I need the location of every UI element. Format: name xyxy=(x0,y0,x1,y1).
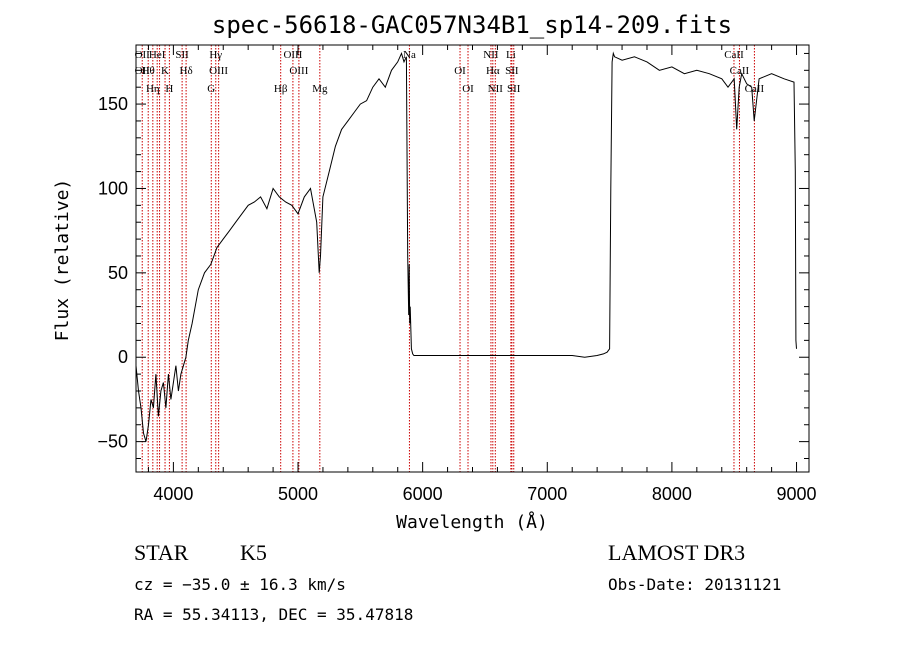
y-axis-label: Flux (relative) xyxy=(52,179,73,342)
line-marker-label: Hβ xyxy=(274,83,288,95)
line-marker-label: OIII xyxy=(289,65,308,77)
line-marker-label: OI xyxy=(454,65,466,77)
y-axis-ticks: −50 0 50 100 150 xyxy=(97,52,809,459)
redshift-text: cz = −35.0 ± 16.3 km/s xyxy=(134,575,346,594)
plot-frame xyxy=(135,44,810,473)
line-marker-label: H xyxy=(165,83,173,95)
x-axis-ticks: 4000 5000 6000 7000 8000 9000 xyxy=(147,45,817,504)
line-marker-label: NII xyxy=(488,83,504,95)
obs-date-text: Obs-Date: 20131121 xyxy=(608,575,781,594)
chart-title: spec-56618-GAC057N34B1_sp14-209.fits xyxy=(212,11,732,39)
line-marker-label: CaII xyxy=(730,65,750,77)
y-tick-label: 100 xyxy=(98,178,128,198)
x-tick-label: 7000 xyxy=(527,484,567,504)
line-marker-label: Hθ xyxy=(142,65,155,77)
spectrum-line xyxy=(135,51,797,442)
line-marker-label: OII xyxy=(135,49,151,61)
line-markers xyxy=(141,45,755,472)
line-marker-label: K xyxy=(161,65,169,77)
line-marker-label: Hη xyxy=(146,83,160,95)
y-tick-label: 150 xyxy=(98,94,128,114)
line-marker-label: Hδ xyxy=(180,65,193,77)
line-marker-label: OIII xyxy=(283,49,302,61)
y-tick-label: 0 xyxy=(118,347,128,367)
line-marker-label: Li xyxy=(506,49,516,61)
line-marker-label: OI xyxy=(462,83,474,95)
line-marker-label: G xyxy=(207,83,215,95)
line-marker-label: SII xyxy=(505,65,519,77)
y-tick-label: −50 xyxy=(97,432,128,452)
x-tick-label: 5000 xyxy=(278,484,318,504)
line-marker-label: CaII xyxy=(724,49,744,61)
x-tick-label: 9000 xyxy=(777,484,817,504)
y-tick-label: 50 xyxy=(108,263,128,283)
line-marker-label: Hγ xyxy=(209,49,222,61)
survey-name: LAMOST DR3 xyxy=(608,540,745,565)
line-marker-label: OII xyxy=(135,65,151,77)
object-class: STAR xyxy=(134,540,189,565)
x-tick-label: 8000 xyxy=(652,484,692,504)
line-marker-label: SII xyxy=(507,83,521,95)
line-marker-labels: OIIOIIHθHηHeIKHSIIHδGHγOIIIHβOIIIOIIIMgN… xyxy=(135,49,765,95)
coordinates-text: RA = 55.34113, DEC = 35.47818 xyxy=(134,605,413,624)
line-marker-label: OIII xyxy=(209,65,228,77)
line-marker-label: NII xyxy=(483,49,499,61)
line-marker-label: Mg xyxy=(312,83,328,95)
x-tick-label: 4000 xyxy=(153,484,193,504)
x-tick-label: 6000 xyxy=(403,484,443,504)
x-axis-label: Wavelength (Å) xyxy=(396,511,548,533)
line-marker-label: HeI xyxy=(149,49,166,61)
line-marker-label: Hα xyxy=(486,65,500,77)
object-subclass: K5 xyxy=(240,540,267,565)
line-marker-label: SII xyxy=(175,49,189,61)
